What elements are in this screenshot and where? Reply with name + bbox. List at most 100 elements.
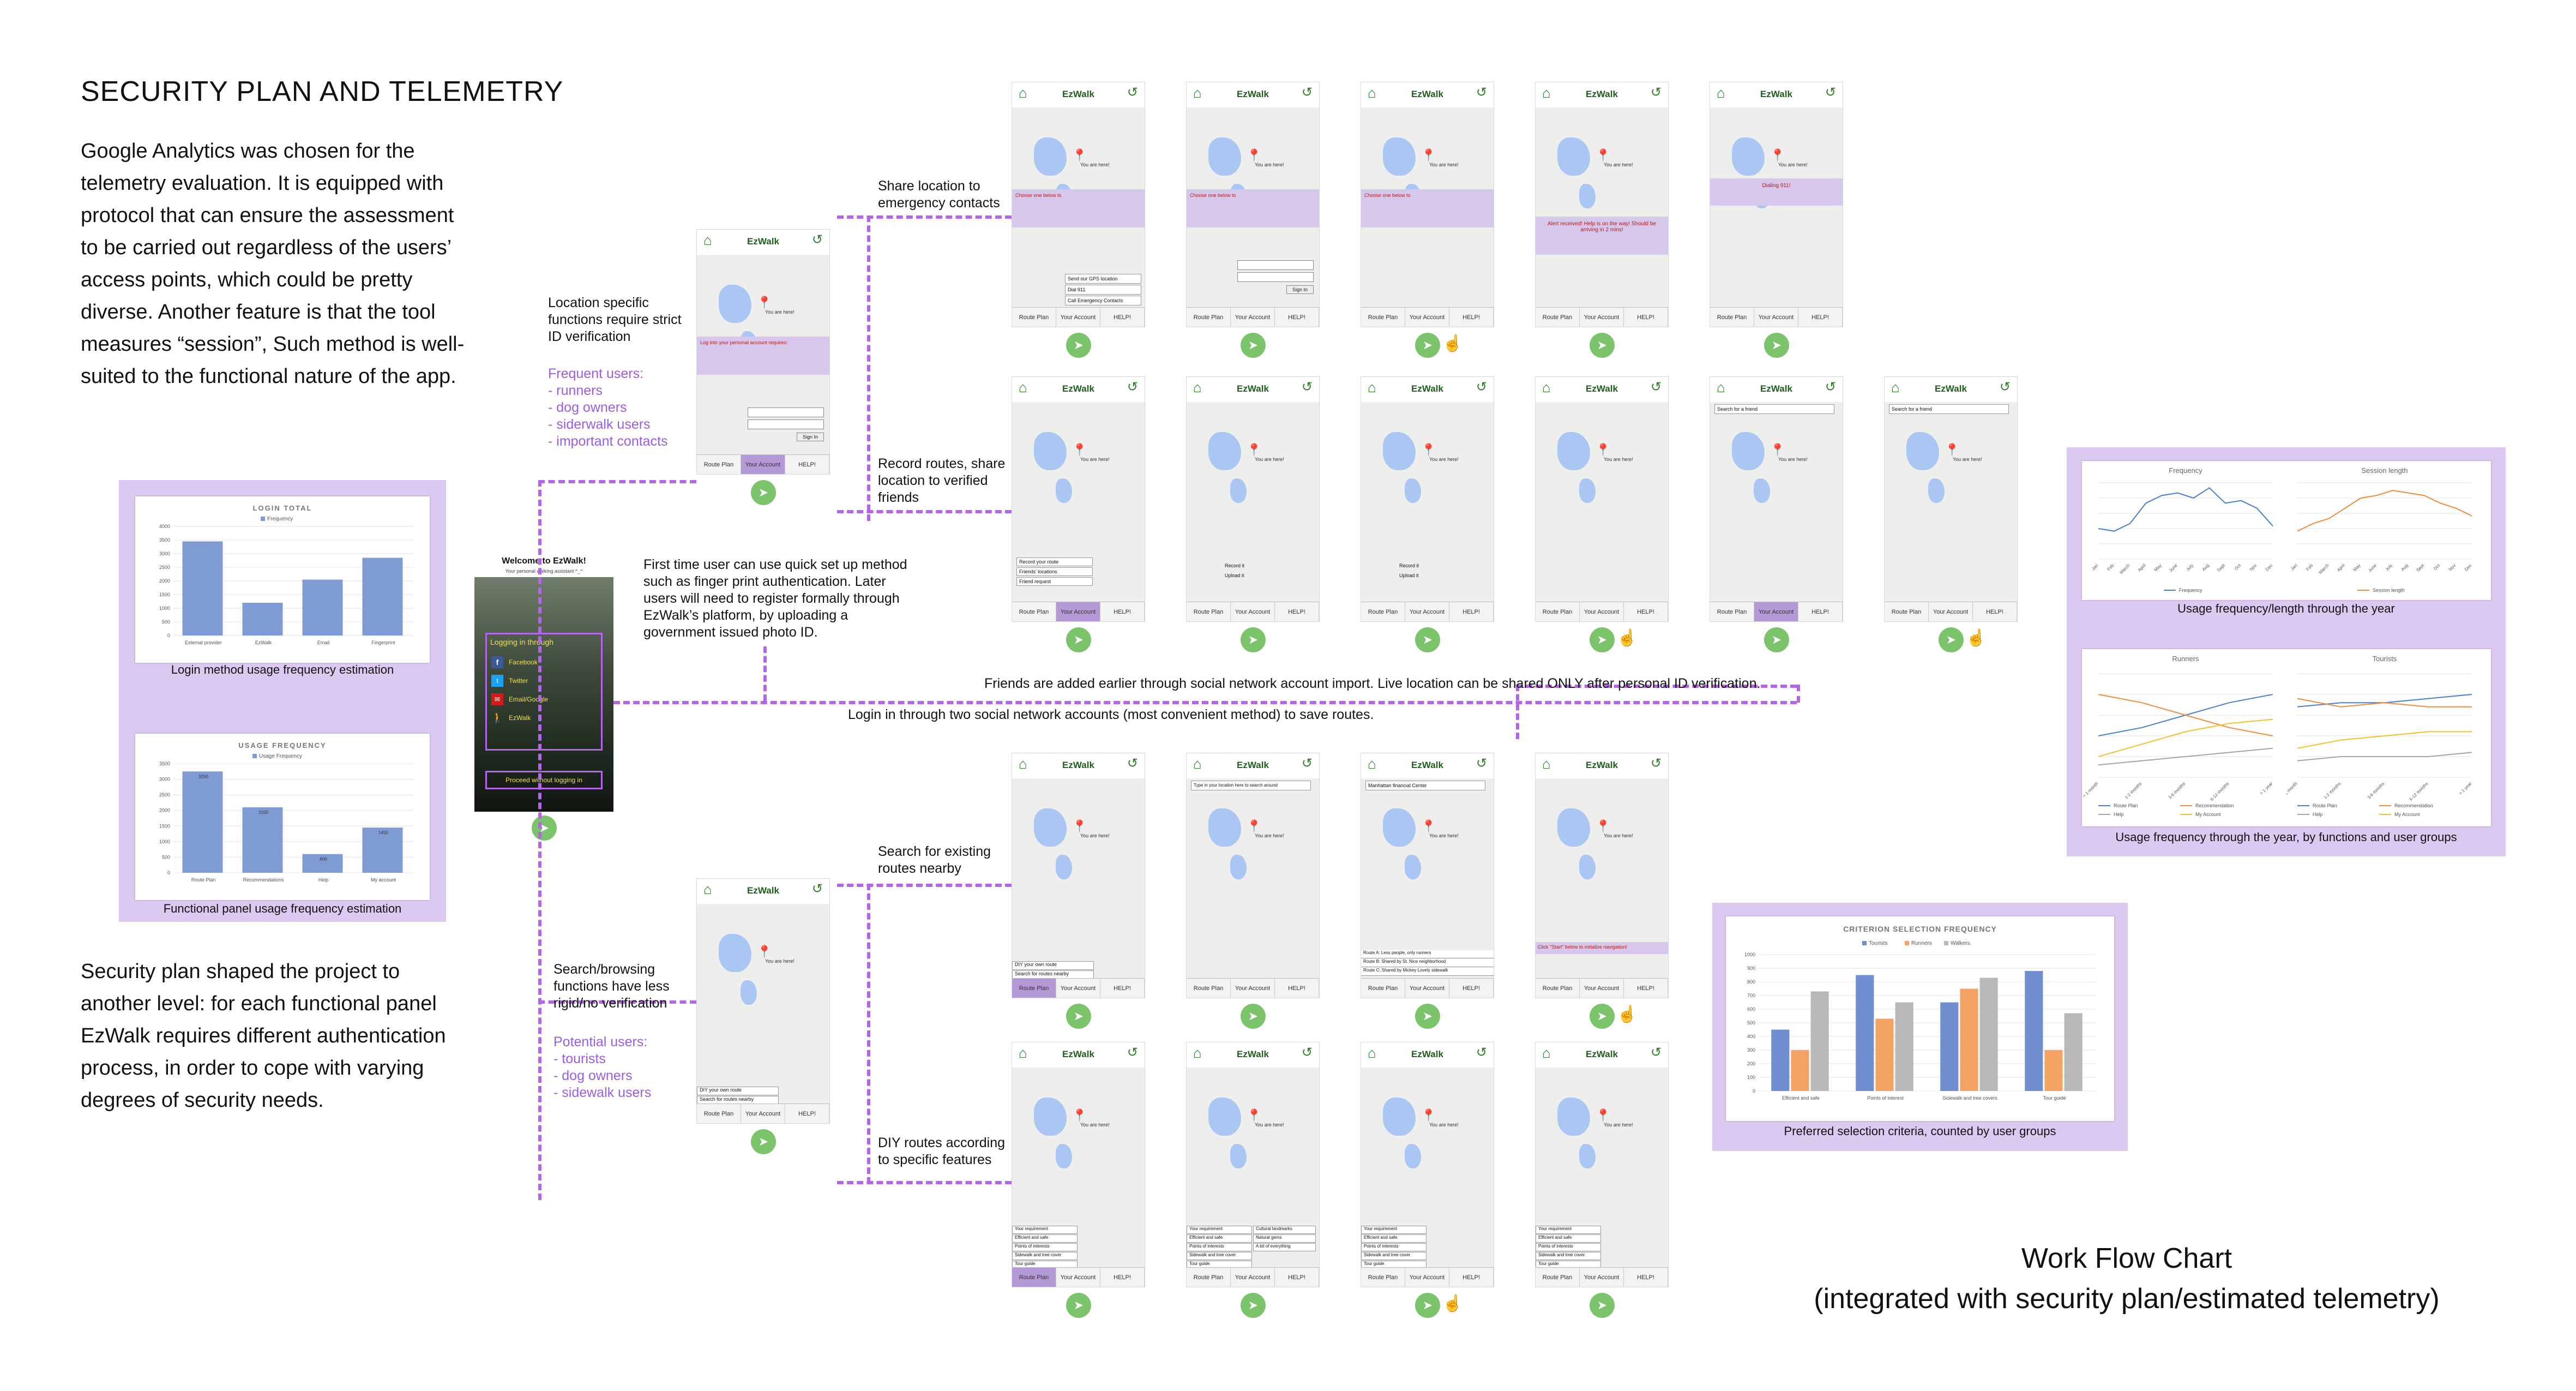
navigate-icon[interactable]: ➤ bbox=[1590, 1293, 1615, 1318]
nav-tab[interactable]: Route Plan bbox=[1361, 979, 1405, 998]
nav-tab[interactable]: Your Account bbox=[1056, 308, 1100, 327]
navigate-icon[interactable]: ➤ bbox=[1066, 333, 1091, 358]
home-icon[interactable]: ⌂ bbox=[1542, 379, 1551, 395]
nav-tab[interactable]: Your Account bbox=[1231, 602, 1275, 621]
sign-in-button[interactable]: Sign In bbox=[797, 433, 824, 441]
home-icon[interactable]: ⌂ bbox=[1542, 85, 1551, 101]
route-option[interactable]: Route A: Less people, only runners bbox=[1361, 950, 1494, 958]
login-option-facebook[interactable]: f Facebook bbox=[491, 656, 597, 668]
go-back-icon[interactable]: ↺ bbox=[1650, 756, 1662, 771]
go-back-icon[interactable]: ↺ bbox=[1301, 85, 1313, 100]
nav-tab[interactable]: Route Plan bbox=[1187, 979, 1231, 998]
emergency-option[interactable]: Call Emergency Contacts bbox=[1065, 296, 1141, 305]
nav-tab[interactable]: Route Plan bbox=[1012, 1268, 1056, 1287]
route-option[interactable]: Route C: Shared by Mickey Lovely sidewal… bbox=[1361, 968, 1494, 976]
nav-tab[interactable]: Your Account bbox=[1580, 308, 1624, 327]
nav-tab[interactable]: Route Plan bbox=[1536, 308, 1580, 327]
home-icon[interactable]: ⌂ bbox=[1542, 1045, 1551, 1061]
nav-tab[interactable]: HELP! bbox=[1449, 979, 1494, 998]
nav-tab[interactable]: HELP! bbox=[1275, 979, 1319, 998]
home-icon[interactable]: ⌂ bbox=[1193, 85, 1202, 101]
navigate-icon[interactable]: ➤ bbox=[1415, 627, 1440, 652]
go-back-icon[interactable]: ↺ bbox=[1476, 380, 1487, 394]
navigate-icon[interactable]: ➤ bbox=[1241, 1004, 1266, 1029]
nav-tab[interactable]: HELP! bbox=[1798, 308, 1843, 327]
nav-tab[interactable]: Your Account bbox=[1056, 1268, 1100, 1287]
navigate-icon[interactable]: ➤ bbox=[1415, 333, 1440, 358]
map-view[interactable]: 📍 You are here! Choose one below to Sign In bbox=[1187, 107, 1319, 307]
nav-tab[interactable]: HELP! bbox=[1100, 308, 1145, 327]
map-view[interactable]: 📍 You are here! Choose one below to bbox=[1361, 107, 1494, 307]
nav-tab[interactable]: HELP! bbox=[1624, 979, 1668, 998]
navigate-icon[interactable]: ➤ bbox=[751, 480, 776, 505]
nav-tab[interactable]: Your Account bbox=[1580, 602, 1624, 621]
map-view[interactable]: 📍 You are here! Choose one below to Send ou… bbox=[1012, 107, 1145, 307]
nav-tab[interactable]: Route Plan bbox=[1536, 602, 1580, 621]
go-back-icon[interactable]: ↺ bbox=[1301, 1045, 1313, 1060]
home-icon[interactable]: ⌂ bbox=[1193, 379, 1202, 395]
go-back-icon[interactable]: ↺ bbox=[1650, 380, 1662, 394]
nav-tab[interactable]: Your Account bbox=[1405, 1268, 1449, 1287]
map-view[interactable]: 📍 You are here! DIY your own route Search f… bbox=[1012, 778, 1145, 979]
nav-tab[interactable]: HELP! bbox=[1275, 308, 1319, 327]
sign-in-button[interactable]: Sign In bbox=[1286, 285, 1314, 294]
recording-option[interactable]: Record it bbox=[1399, 563, 1419, 568]
nav-tab[interactable]: Route Plan bbox=[697, 455, 741, 474]
requirement-option[interactable]: Your requirement bbox=[1536, 1226, 1601, 1234]
nav-tab[interactable]: HELP! bbox=[1798, 602, 1843, 621]
go-back-icon[interactable]: ↺ bbox=[811, 882, 823, 896]
map-view[interactable]: 📍 You are here! Manhattan financial Center… bbox=[1361, 778, 1494, 978]
nav-tab[interactable]: Your Account bbox=[1929, 602, 1973, 621]
navigate-icon[interactable]: ➤ bbox=[1066, 1293, 1091, 1318]
nav-tab[interactable]: Route Plan bbox=[1361, 308, 1405, 327]
home-icon[interactable]: ⌂ bbox=[1193, 756, 1202, 772]
login-option-email[interactable]: ✉ Email/Google bbox=[491, 693, 597, 705]
home-icon[interactable]: ⌂ bbox=[1193, 1045, 1202, 1061]
nav-tab[interactable]: Your Account bbox=[741, 1104, 785, 1123]
nav-tab[interactable]: Route Plan bbox=[1187, 602, 1231, 621]
nav-tab[interactable]: Route Plan bbox=[1710, 602, 1754, 621]
diy-route-option[interactable]: DIY your own route bbox=[1012, 961, 1094, 970]
navigate-icon[interactable]: ➤ bbox=[532, 816, 557, 841]
home-icon[interactable]: ⌂ bbox=[1368, 1045, 1376, 1061]
navigate-icon[interactable]: ➤ bbox=[1415, 1004, 1440, 1029]
nav-tab[interactable]: Route Plan bbox=[1012, 308, 1056, 327]
map-view[interactable]: 📍 You are here! Search for a friend bbox=[1710, 402, 1843, 602]
map-view[interactable]: 📍 You are here! Log into your personal acc… bbox=[697, 255, 829, 454]
go-back-icon[interactable]: ↺ bbox=[1650, 85, 1662, 100]
destination-input[interactable]: Manhattan financial Center bbox=[1365, 781, 1485, 790]
home-icon[interactable]: ⌂ bbox=[1019, 379, 1027, 395]
requirement-option[interactable]: Points of interests bbox=[1012, 1243, 1078, 1251]
go-back-icon[interactable]: ↺ bbox=[1476, 85, 1487, 100]
home-icon[interactable]: ⌂ bbox=[1368, 379, 1376, 395]
navigate-icon[interactable]: ➤ bbox=[1590, 627, 1615, 652]
nav-tab[interactable]: Route Plan bbox=[1361, 602, 1405, 621]
go-back-icon[interactable]: ↺ bbox=[1476, 1045, 1487, 1060]
nav-tab[interactable]: HELP! bbox=[1973, 602, 2017, 621]
nav-tab[interactable]: Route Plan bbox=[1012, 979, 1056, 998]
nav-tab[interactable]: Route Plan bbox=[1710, 308, 1754, 327]
navigate-icon[interactable]: ➤ bbox=[1764, 627, 1789, 652]
go-back-icon[interactable]: ↺ bbox=[1650, 1045, 1662, 1060]
home-icon[interactable]: ⌂ bbox=[703, 232, 712, 248]
requirement-option[interactable]: Points of interests bbox=[1361, 1243, 1427, 1251]
record-option[interactable]: Friends' locations bbox=[1016, 567, 1093, 576]
nav-tab[interactable]: HELP! bbox=[1624, 308, 1668, 327]
nav-tab[interactable]: Your Account bbox=[1231, 979, 1275, 998]
map-view[interactable]: 📍 You are here! Alert received! Help is on… bbox=[1536, 107, 1668, 307]
record-option[interactable]: Record your route bbox=[1016, 557, 1093, 566]
map-view[interactable]: 📍 You are here! Your requirement Efficient … bbox=[1012, 1068, 1145, 1269]
go-back-icon[interactable]: ↺ bbox=[1127, 380, 1138, 394]
nav-tab[interactable]: HELP! bbox=[1449, 308, 1494, 327]
home-icon[interactable]: ⌂ bbox=[1368, 756, 1376, 772]
home-icon[interactable]: ⌂ bbox=[1019, 756, 1027, 772]
nav-tab[interactable]: Route Plan bbox=[1536, 979, 1580, 998]
nav-tab[interactable]: Your Account bbox=[1231, 1268, 1275, 1287]
home-icon[interactable]: ⌂ bbox=[1368, 85, 1376, 101]
nav-tab[interactable]: Route Plan bbox=[1012, 602, 1056, 621]
requirement-option[interactable]: Sidewalk and tree cover bbox=[1187, 1252, 1252, 1260]
proceed-button[interactable]: Proceed without logging in bbox=[485, 771, 603, 789]
route-option[interactable]: Route B: Shared by St. Nice neighborhood bbox=[1361, 959, 1494, 967]
requirement-option[interactable]: Points of interests bbox=[1187, 1243, 1252, 1251]
go-back-icon[interactable]: ↺ bbox=[1999, 380, 2011, 394]
